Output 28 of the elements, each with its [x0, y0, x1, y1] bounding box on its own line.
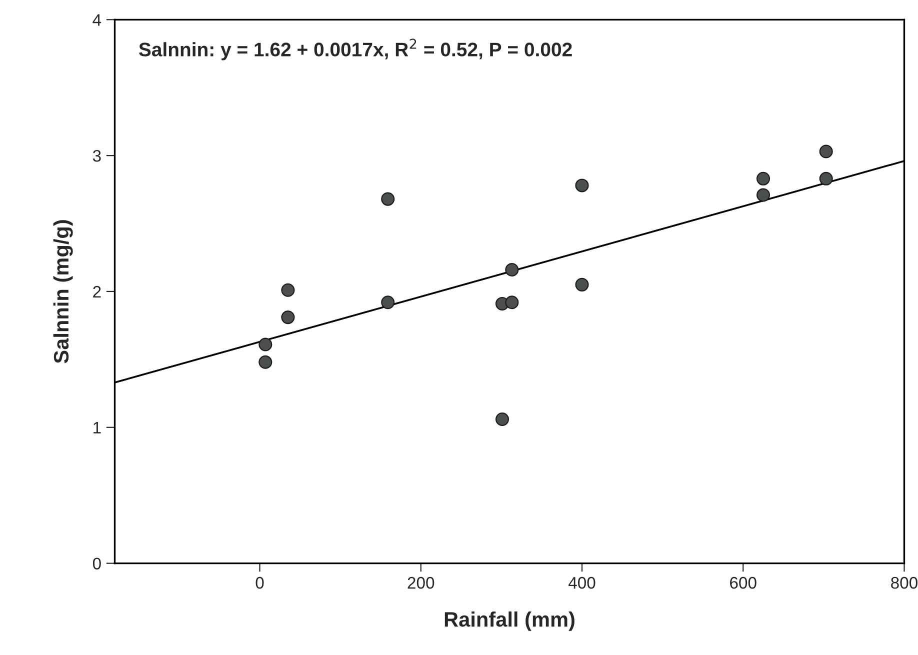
point: [505, 262, 519, 276]
x-axis-title: Rainfall (mm): [444, 611, 574, 631]
y-tick-label: 2: [93, 286, 101, 298]
point: [575, 178, 589, 192]
point: [258, 355, 272, 369]
point: [575, 278, 589, 292]
point: [381, 192, 395, 206]
y-tick-label: 1: [94, 422, 101, 434]
x-tick-label: 800: [891, 576, 918, 589]
x-tick-label: 600: [730, 576, 756, 589]
y-axis-title: Salnnin (mg/g): [53, 220, 73, 364]
point: [258, 338, 272, 352]
y-tick-label: 4: [92, 14, 102, 26]
point: [495, 412, 510, 426]
point: [756, 188, 770, 202]
y-tick-label: 3: [92, 150, 101, 162]
point: [505, 296, 519, 310]
point: [819, 144, 833, 158]
y-tick-label: 0: [92, 558, 101, 570]
x-tick-label: 400: [568, 576, 596, 589]
x-tick-label: 0: [256, 576, 264, 589]
point: [819, 172, 833, 186]
point: [756, 172, 770, 186]
point: [281, 283, 295, 297]
point: [381, 296, 395, 310]
point: [281, 310, 295, 324]
x-tick-label: 200: [408, 576, 434, 589]
annotation: Salnnin: y = 1.62 + 0.0017x, R$^{2}$ = 0.52, P = 0.002: [138, 38, 572, 60]
